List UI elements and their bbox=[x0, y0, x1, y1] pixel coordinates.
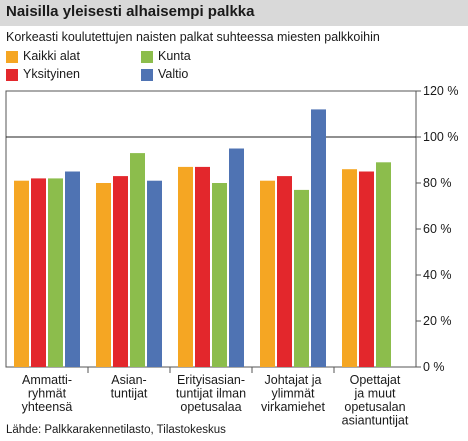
y-tick-label: 120 % bbox=[423, 84, 458, 98]
x-tick-label-line: tuntijat bbox=[111, 387, 148, 401]
x-tick-label-line: Johtajat ja bbox=[265, 373, 322, 387]
bar bbox=[195, 166, 210, 367]
chart-title: Naisilla yleisesti alhaisempi palkka bbox=[6, 3, 255, 20]
bar bbox=[277, 176, 292, 367]
legend-swatch bbox=[141, 69, 153, 81]
legend-swatch bbox=[6, 51, 18, 63]
legend-label: Valtio bbox=[158, 67, 189, 81]
bar bbox=[113, 176, 128, 367]
bar bbox=[229, 148, 244, 367]
x-tick-label-line: opetusalaa bbox=[180, 400, 241, 414]
x-tick-label-line: Asian- bbox=[111, 373, 146, 387]
bar bbox=[147, 180, 162, 367]
y-tick-label: 40 % bbox=[423, 268, 452, 282]
y-tick-label: 0 % bbox=[423, 360, 445, 374]
chart-subtitle: Korkeasti koulutettujen naisten palkat s… bbox=[6, 30, 380, 44]
title-bar: Naisilla yleisesti alhaisempi palkka bbox=[0, 0, 468, 26]
y-tick-label: 100 % bbox=[423, 130, 458, 144]
bar bbox=[311, 109, 326, 368]
y-tick-label: 20 % bbox=[423, 314, 452, 328]
bar bbox=[65, 171, 80, 367]
x-tick-label-line: virkamiehet bbox=[261, 400, 325, 414]
x-tick-label-line: Erityisasian- bbox=[177, 373, 245, 387]
x-tick-label-line: Ammatti- bbox=[22, 373, 72, 387]
bar bbox=[260, 180, 275, 367]
bar bbox=[212, 183, 227, 367]
bar bbox=[359, 171, 374, 367]
x-tick-label: Asian-tuntijat bbox=[111, 373, 148, 401]
bar bbox=[14, 180, 29, 367]
bar bbox=[48, 178, 63, 367]
bar bbox=[130, 153, 145, 367]
bar bbox=[376, 162, 391, 367]
legend-label: Yksityinen bbox=[23, 67, 80, 81]
x-tick-label-line: tuntijat ilman bbox=[176, 387, 246, 401]
x-tick-label-line: ylimmät bbox=[271, 387, 315, 401]
x-tick-label: Opettajat ja muut opetusalan asiantuntijat bbox=[342, 373, 409, 428]
bar bbox=[96, 183, 111, 367]
bar bbox=[178, 166, 193, 367]
bar bbox=[294, 189, 309, 367]
x-tick-label-line: asiantuntijat bbox=[342, 414, 409, 428]
bar bbox=[342, 169, 357, 367]
x-tick-label-line: ja muut bbox=[354, 387, 397, 401]
source-note: Lähde: Palkkarakennetilasto, Tilastokesk… bbox=[6, 424, 226, 436]
x-tick-label: Johtajat ja ylimmät virkamiehet bbox=[261, 373, 325, 414]
legend-swatch bbox=[141, 51, 153, 63]
y-tick-label: 60 % bbox=[423, 222, 452, 236]
bar bbox=[31, 178, 46, 367]
x-tick-label: Erityisasian-tuntijat ilman opetusalaa bbox=[176, 373, 246, 414]
legend-label: Kaikki alat bbox=[23, 49, 80, 63]
x-tick-label-line: ryhmät bbox=[28, 387, 67, 401]
x-tick-label: Ammatti-ryhmät yhteensä bbox=[22, 373, 73, 414]
legend-label: Kunta bbox=[158, 49, 191, 63]
legend-swatch bbox=[6, 69, 18, 81]
y-tick-label: 80 % bbox=[423, 176, 452, 190]
x-tick-label-line: Opettajat bbox=[350, 373, 401, 387]
x-tick-label-line: opetusalan bbox=[344, 400, 405, 414]
x-tick-label-line: yhteensä bbox=[22, 400, 73, 414]
